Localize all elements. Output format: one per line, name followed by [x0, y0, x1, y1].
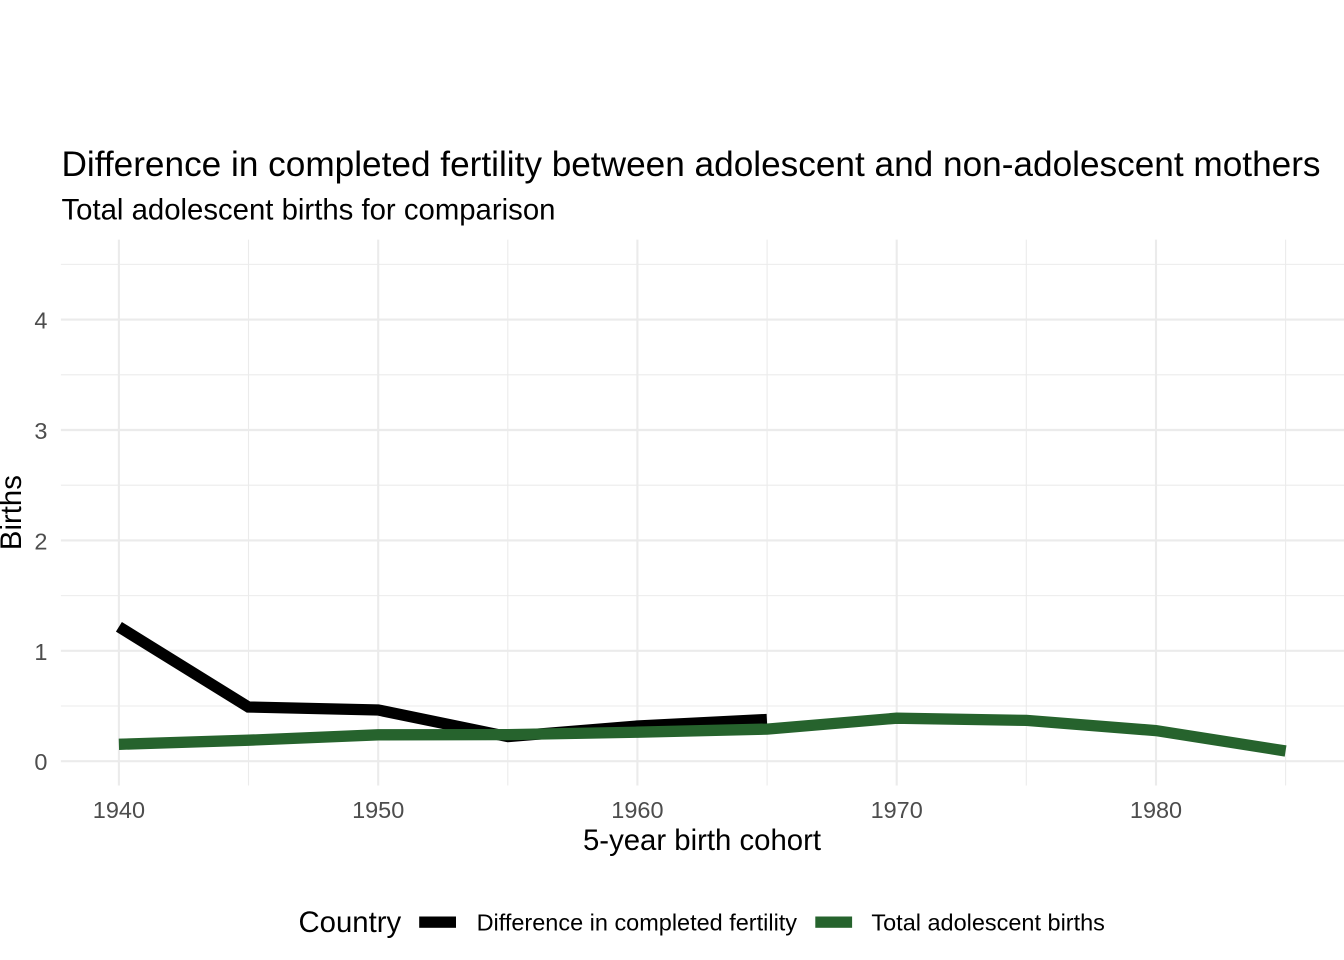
svg-text:4: 4: [34, 308, 47, 334]
svg-text:3: 3: [34, 418, 47, 444]
svg-text:Difference in completed fertil: Difference in completed fertility betwee…: [62, 145, 1321, 184]
svg-text:1960: 1960: [611, 797, 663, 823]
svg-text:1970: 1970: [871, 797, 923, 823]
svg-text:Total adolescent births for co: Total adolescent births for comparison: [62, 194, 556, 227]
svg-text:1980: 1980: [1130, 797, 1182, 823]
svg-text:Total adolescent births: Total adolescent births: [871, 910, 1105, 936]
svg-text:Births: Births: [0, 475, 28, 550]
svg-text:1940: 1940: [93, 797, 145, 823]
svg-text:0: 0: [34, 749, 47, 775]
svg-text:5-year birth cohort: 5-year birth cohort: [583, 824, 821, 857]
svg-text:Country: Country: [299, 906, 402, 939]
svg-text:1950: 1950: [352, 797, 404, 823]
svg-text:2: 2: [34, 528, 47, 554]
svg-text:1: 1: [34, 639, 47, 665]
svg-text:Difference in completed fertil: Difference in completed fertility: [477, 910, 798, 936]
